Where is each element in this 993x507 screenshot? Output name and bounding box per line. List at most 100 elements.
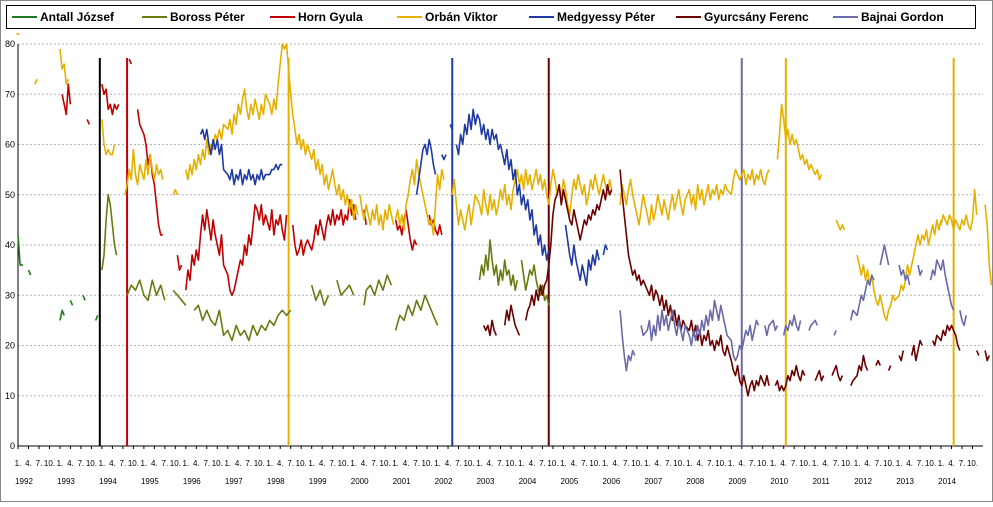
x-quarter-label: 10. (44, 459, 55, 468)
y-tick-label: 60 (5, 140, 15, 150)
legend-label-gyurcsany-ferenc: Gyurcsány Ferenc (704, 10, 809, 24)
x-quarter-label: 4. (696, 459, 703, 468)
legend-label-boross-peter: Boross Péter (170, 10, 245, 24)
x-quarter-label: 1. (224, 459, 231, 468)
series-segment-gyurcsany-ferenc (931, 324, 961, 351)
series-segment-medgyessy-peter (564, 224, 600, 287)
series-segment-gyurcsany-ferenc (850, 354, 869, 387)
x-quarter-label: 1. (476, 459, 483, 468)
series-segment-orban-viktor (172, 188, 179, 196)
x-quarter-label: 4. (25, 459, 32, 468)
legend: Antall József Boross Péter Horn Gyula Orbán… (12, 10, 944, 24)
y-tick-label: 80 (5, 39, 15, 49)
x-quarter-label: 1. (57, 459, 64, 468)
series-segment-orban-viktor (359, 194, 395, 231)
x-quarter-label: 10. (925, 459, 936, 468)
series-segment-medgyessy-peter (455, 108, 550, 261)
series-segment-orban-viktor (940, 188, 978, 231)
x-quarter-label: 1. (392, 459, 399, 468)
x-quarter-label: 4. (906, 459, 913, 468)
x-quarter-label: 4. (948, 459, 955, 468)
x-quarter-label: 7. (287, 459, 294, 468)
x-quarter-label: 10. (254, 459, 265, 468)
x-year-label: 1994 (99, 477, 117, 486)
x-quarter-label: 10. (505, 459, 516, 468)
x-quarter-label: 4. (487, 459, 494, 468)
x-quarter-label: 4. (529, 459, 536, 468)
series-segment-medgyessy-peter (449, 124, 453, 130)
series-segment-antall-jozsef (17, 234, 23, 266)
series-segment-bajnai-gordon (898, 264, 911, 286)
x-quarter-label: 1. (308, 459, 315, 468)
series-segment-medgyessy-peter (199, 128, 283, 186)
x-year-label: 2008 (686, 477, 704, 486)
y-tick-label: 40 (5, 240, 15, 250)
x-year-label: 2007 (644, 477, 662, 486)
x-quarter-label: 7. (455, 459, 462, 468)
x-quarter-label: 7. (959, 459, 966, 468)
x-quarter-label: 7. (623, 459, 630, 468)
x-year-label: 2004 (519, 477, 537, 486)
x-quarter-label: 7. (707, 459, 714, 468)
series-segment-gyurcsany-ferenc (887, 365, 892, 371)
x-quarter-label: 1. (770, 459, 777, 468)
series-segment-antall-jozsef (94, 315, 99, 321)
series-segment-bajnai-gordon (833, 330, 837, 336)
x-year-label: 2011 (813, 477, 831, 486)
legend-label-horn-gyula: Horn Gyula (298, 10, 363, 24)
series-segment-horn-gyula (101, 84, 120, 116)
x-quarter-label: 7. (329, 459, 336, 468)
x-year-label: 2003 (477, 477, 495, 486)
x-quarter-label: 4. (109, 459, 116, 468)
series-segment-orban-viktor (394, 158, 445, 236)
series-segment-bajnai-gordon (640, 299, 760, 362)
x-quarter-label: 7. (162, 459, 169, 468)
series-segment-orban-viktor (984, 204, 993, 286)
x-year-label: 2014 (938, 477, 956, 486)
legend-box (6, 5, 976, 29)
series-segment-bajnai-gordon (917, 264, 923, 276)
series-segment-gyurcsany-ferenc (503, 304, 521, 336)
x-quarter-label: 4. (277, 459, 284, 468)
series-segment-orban-viktor (776, 103, 823, 181)
legend-label-antall-jozsef: Antall József (40, 10, 115, 24)
x-quarter-label: 1. (141, 459, 148, 468)
x-quarter-label: 7. (665, 459, 672, 468)
series-segment-orban-viktor (835, 219, 846, 231)
series-segment-bajnai-gordon (782, 314, 802, 336)
x-year-label: 1992 (15, 477, 33, 486)
x-quarter-label: 1. (182, 459, 189, 468)
x-quarter-label: 7. (78, 459, 85, 468)
x-quarter-label: 1. (266, 459, 273, 468)
x-quarter-label: 7. (203, 459, 210, 468)
series-segment-medgyessy-peter (602, 244, 609, 256)
series-segment-antall-jozsef (82, 294, 86, 301)
x-quarter-label: 4. (613, 459, 620, 468)
y-tick-label: 20 (5, 341, 15, 351)
series-lines (16, 33, 993, 397)
x-quarter-label: 4. (403, 459, 410, 468)
x-year-label: 1996 (183, 477, 201, 486)
vertical-markers (98, 58, 955, 446)
series-segment-boross-peter (336, 279, 355, 297)
series-segment-boross-peter (363, 274, 393, 306)
x-quarter-label: 10. (338, 459, 349, 468)
x-year-label: 1997 (225, 477, 243, 486)
series-segment-orban-viktor (124, 148, 164, 195)
x-quarter-label: 1. (686, 459, 693, 468)
x-quarter-label: 4. (571, 459, 578, 468)
x-quarter-label: 7. (120, 459, 127, 468)
x-quarter-label: 10. (296, 459, 307, 468)
series-segment-orban-viktor (730, 168, 770, 195)
x-quarter-label: 7. (371, 459, 378, 468)
series-segment-boross-peter (101, 194, 118, 271)
x-quarter-label: 10. (380, 459, 391, 468)
x-year-label: 2010 (770, 477, 788, 486)
x-year-label: 2000 (351, 477, 369, 486)
series-segment-horn-gyula (185, 204, 288, 297)
series-segment-bajnai-gordon (764, 319, 779, 337)
series-segment-horn-gyula (292, 199, 357, 256)
x-year-label: 1998 (267, 477, 285, 486)
